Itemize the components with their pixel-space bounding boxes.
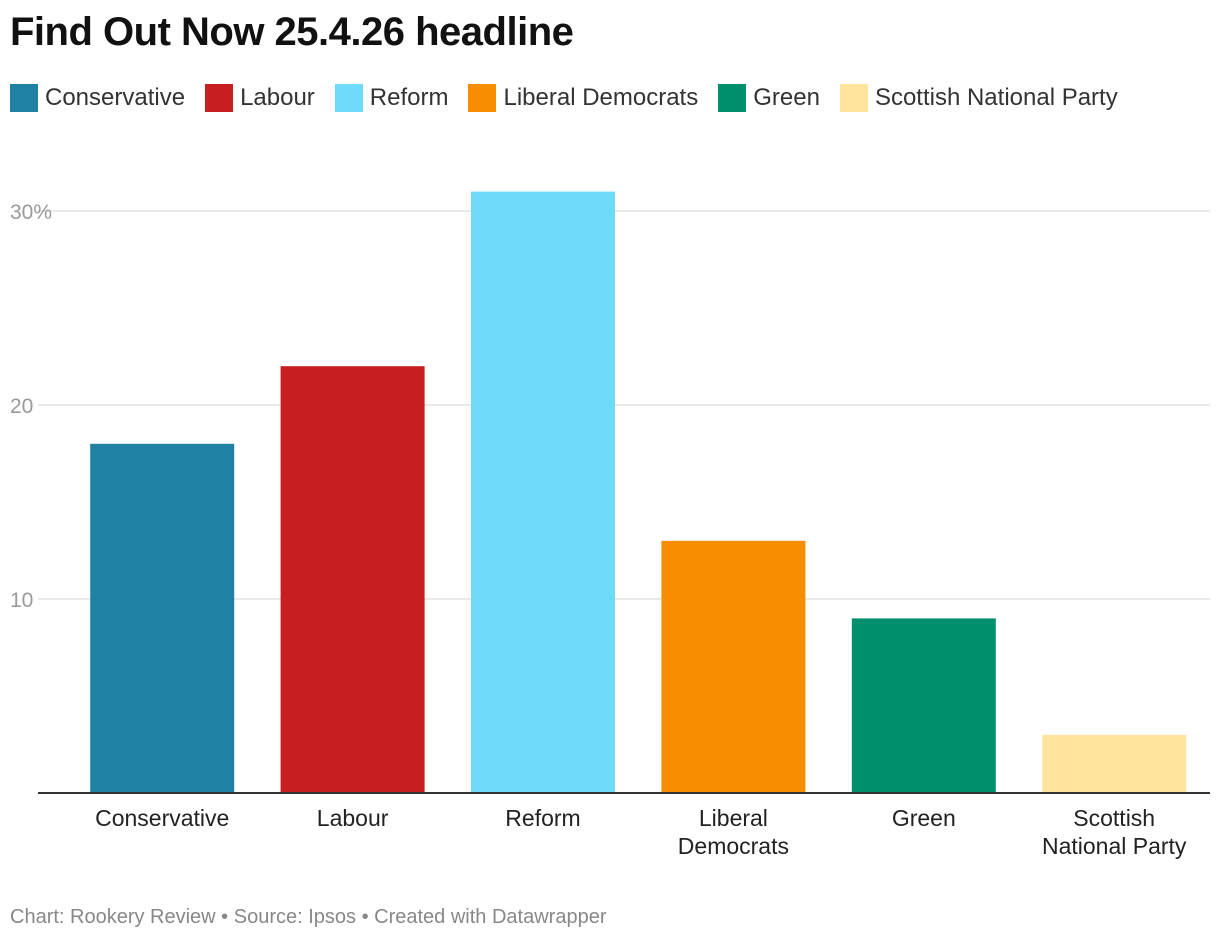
legend-label: Labour <box>240 84 315 111</box>
x-tick-label: Scottish National Party <box>1042 805 1187 859</box>
bar-green <box>851 618 996 793</box>
x-tick-label: Conservative <box>95 805 229 831</box>
legend-swatch <box>839 84 868 112</box>
y-tick-label: 20 <box>10 395 33 418</box>
x-tick-label: Green <box>892 805 956 831</box>
x-tick-label: Labour <box>317 805 389 831</box>
legend-item-green: Green <box>718 84 820 112</box>
legend-label: Scottish National Party <box>874 84 1118 111</box>
legend-label: Conservative <box>45 84 186 111</box>
legend-swatch <box>205 84 234 112</box>
legend-item-labour: Labour <box>205 84 315 112</box>
legend-item-scottish-national-party: Scottish National Party <box>839 84 1118 112</box>
legend-swatch <box>10 84 38 112</box>
y-tick-label: 30% <box>10 201 52 224</box>
legend: Conservative Labour Reform Liberal Democrat… <box>10 84 1138 112</box>
legend-item-liberal-democrats: Liberal Democrats <box>468 84 698 112</box>
legend-swatch <box>718 84 747 112</box>
legend-swatch <box>334 84 363 112</box>
legend-swatch <box>468 84 497 112</box>
bar-conservative <box>90 443 235 793</box>
bar-liberal-democrats <box>661 540 806 793</box>
x-tick-label: Reform <box>505 805 580 831</box>
chart-title: Find Out Now 25.4.26 headline <box>10 10 574 54</box>
y-tick-label: 10 <box>10 589 33 612</box>
bar-scottish-national-party <box>1042 734 1187 793</box>
legend-label: Liberal Democrats <box>503 84 699 111</box>
x-tick-label: Liberal Democrats <box>678 805 789 859</box>
legend-item-reform: Reform <box>334 84 449 112</box>
chart-footer: Chart: Rookery Review • Source: Ipsos • … <box>10 906 607 928</box>
legend-label: Reform <box>369 84 449 111</box>
bar-labour <box>280 366 425 793</box>
legend-label: Green <box>753 84 820 111</box>
bar-reform <box>471 191 615 794</box>
legend-item-conservative: Conservative <box>10 84 185 112</box>
